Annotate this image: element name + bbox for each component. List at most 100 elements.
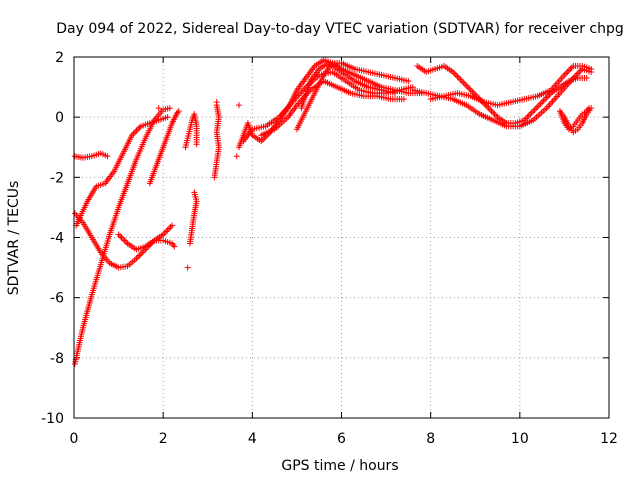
- data-point: [134, 126, 141, 133]
- data-point: [583, 75, 590, 82]
- data-point: [461, 81, 468, 88]
- data-point: [175, 108, 182, 115]
- data-point: [543, 94, 550, 101]
- data-point: [463, 82, 470, 89]
- data-point: [564, 69, 571, 76]
- y-tick-label: -2: [50, 170, 64, 186]
- data-point: [213, 99, 220, 106]
- data-point: [588, 66, 595, 73]
- data-point: [452, 72, 459, 79]
- data-point: [121, 237, 128, 244]
- data-point: [164, 114, 171, 121]
- data-point: [117, 232, 124, 239]
- data-point: [184, 264, 191, 271]
- data-point: [534, 103, 541, 110]
- data-point: [166, 225, 173, 232]
- x-tick-label: 6: [337, 431, 346, 447]
- data-point: [167, 223, 174, 230]
- data-point: [588, 105, 595, 112]
- data-point: [531, 106, 538, 113]
- data-point: [577, 67, 584, 74]
- data-point: [467, 87, 474, 94]
- data-point: [540, 97, 547, 104]
- data-point: [488, 108, 495, 115]
- data-point: [235, 102, 242, 109]
- data-point: [233, 153, 240, 160]
- data-point: [469, 88, 476, 95]
- data-point: [400, 96, 407, 103]
- x-tick-label: 4: [248, 431, 257, 447]
- data-point: [392, 90, 398, 97]
- data-point: [451, 70, 458, 77]
- data-point: [458, 78, 465, 85]
- data-point: [405, 78, 412, 85]
- data-point: [487, 106, 494, 113]
- data-point: [169, 222, 176, 229]
- data-point: [166, 105, 173, 112]
- data-point: [466, 85, 473, 92]
- data-point: [134, 254, 141, 261]
- grid-lines: [74, 57, 609, 418]
- data-point: [484, 103, 491, 110]
- data-point: [525, 112, 532, 119]
- data-point: [568, 64, 575, 71]
- data-point: [565, 67, 572, 74]
- y-tick-label: 0: [55, 110, 64, 126]
- data-point: [137, 251, 144, 258]
- data-point: [139, 249, 146, 256]
- data-point: [464, 84, 471, 91]
- data-point: [171, 243, 178, 250]
- data-point: [104, 153, 111, 160]
- data-point: [493, 112, 500, 119]
- data-point: [133, 127, 140, 134]
- data-point: [528, 109, 535, 116]
- x-tick-label: 10: [511, 431, 529, 447]
- data-point: [491, 111, 498, 118]
- data-point: [131, 129, 138, 136]
- data-point: [460, 79, 467, 86]
- data-point: [120, 236, 127, 243]
- data-point: [140, 248, 147, 255]
- data-point: [259, 136, 266, 143]
- x-tick-label: 2: [159, 431, 168, 447]
- y-tick-label: -8: [50, 351, 64, 367]
- data-point: [539, 99, 546, 106]
- y-tick-label: -4: [50, 231, 64, 247]
- data-point: [530, 108, 537, 115]
- x-tick-label: 0: [70, 431, 79, 447]
- y-tick-label: -10: [41, 411, 64, 427]
- data-points: [71, 57, 595, 367]
- data-point: [542, 96, 549, 103]
- data-point: [191, 189, 198, 196]
- data-point: [454, 73, 461, 80]
- data-point: [576, 69, 583, 76]
- data-point: [164, 226, 171, 233]
- data-point: [161, 229, 168, 236]
- chart-title: Day 094 of 2022, Sidereal Day-to-day VTE…: [56, 21, 624, 37]
- axis-ticks: 0 2 4 6 8 10 12 -10 -8 -6 -4 -2 0 2: [41, 50, 618, 447]
- plot-frame: [73, 56, 610, 419]
- y-tick-label: -6: [50, 291, 64, 307]
- x-tick-label: 8: [426, 431, 435, 447]
- data-point: [455, 75, 462, 82]
- data-point: [136, 252, 143, 259]
- data-point: [533, 105, 540, 112]
- data-point: [163, 228, 170, 235]
- x-tick-label: 12: [600, 431, 618, 447]
- data-point: [490, 109, 497, 116]
- data-point: [123, 239, 130, 246]
- data-point: [193, 141, 200, 148]
- data-point: [536, 102, 543, 109]
- data-point: [562, 70, 569, 77]
- data-point: [115, 231, 122, 238]
- data-point: [470, 90, 477, 97]
- data-point: [457, 76, 464, 83]
- x-axis-label: GPS time / hours: [281, 458, 398, 474]
- data-point: [118, 234, 125, 241]
- y-axis-label: SDTVAR / TECUs: [6, 181, 22, 296]
- data-point: [573, 72, 580, 79]
- y-tick-label: 2: [55, 50, 64, 66]
- data-point: [537, 100, 544, 107]
- data-point: [155, 105, 162, 112]
